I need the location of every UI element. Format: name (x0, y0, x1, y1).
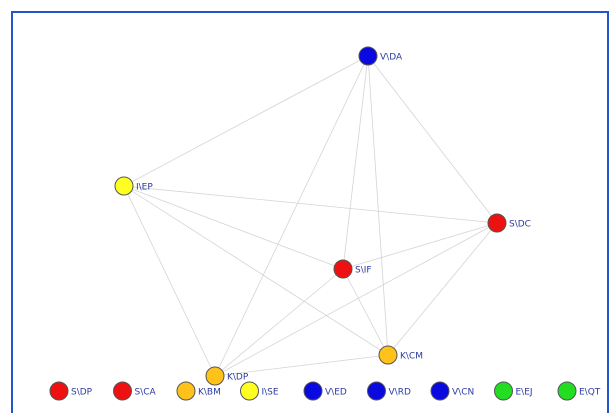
legend-label: V\RD (389, 388, 411, 398)
node[interactable] (333, 259, 353, 279)
node[interactable] (114, 176, 134, 196)
edge (214, 354, 389, 377)
node-label: K\DP (227, 373, 249, 383)
nodes: V\DA I\EP S\DC S\IF K\CM K\DP (114, 46, 531, 386)
edge (123, 185, 216, 377)
node[interactable] (358, 46, 378, 66)
node-label: V\DA (380, 53, 403, 63)
legend-label: E\QT (579, 388, 601, 398)
legend-label: E\EJ (516, 388, 533, 398)
edge (342, 268, 389, 356)
legend-label: S\CA (135, 388, 157, 398)
legend-node[interactable] (49, 381, 69, 401)
edge (123, 185, 344, 270)
edge (214, 268, 344, 377)
edge (342, 222, 498, 270)
node-label: S\DC (509, 220, 531, 230)
legend-label: S\DP (71, 388, 93, 398)
legend-label: I\SE (262, 388, 279, 398)
edge (387, 222, 498, 356)
legend-node[interactable] (176, 381, 196, 401)
node[interactable] (378, 345, 398, 365)
legend-node[interactable] (113, 381, 132, 401)
edge (214, 222, 498, 377)
legend-node[interactable] (557, 381, 577, 401)
edges (123, 55, 498, 377)
edge (214, 55, 369, 377)
edge (342, 55, 369, 270)
edge (123, 185, 498, 224)
legend-node[interactable] (303, 381, 323, 401)
edge (367, 55, 389, 356)
legend-node[interactable] (430, 381, 450, 401)
node[interactable] (205, 366, 225, 386)
legend-label: V\ED (325, 388, 347, 398)
legend-node[interactable] (240, 381, 259, 401)
edge (123, 185, 389, 356)
node-label: I\EP (136, 183, 153, 193)
node-label: S\IF (355, 266, 372, 276)
edge (123, 55, 369, 187)
legend: S\DP S\CA K\BM I\SE V\ED V\RD V\CN E\EJ E\QT (49, 381, 601, 401)
legend-node[interactable] (494, 381, 513, 401)
edge (367, 55, 498, 224)
node-label: K\CM (400, 352, 423, 362)
legend-label: V\CN (452, 388, 474, 398)
node[interactable] (487, 213, 507, 233)
legend-node[interactable] (367, 381, 386, 401)
frame (11, 11, 609, 413)
legend-label: K\BM (198, 388, 221, 398)
